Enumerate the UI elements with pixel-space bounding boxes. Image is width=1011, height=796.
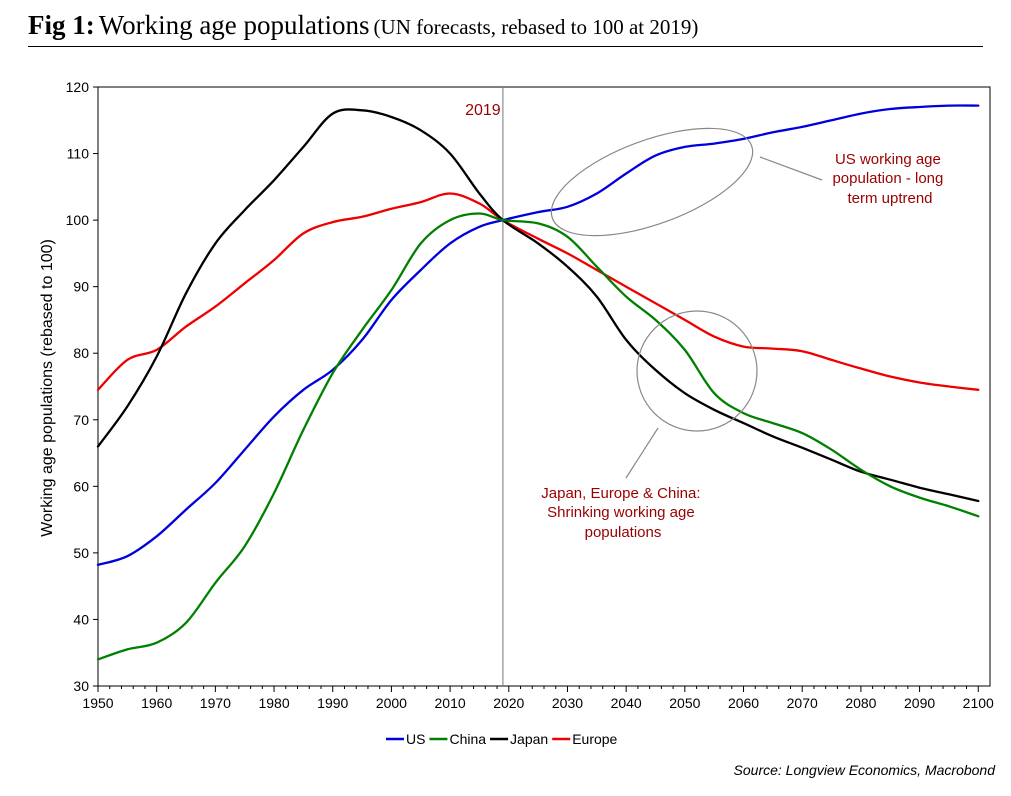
us-callout-pointer <box>759 156 823 181</box>
x-tick-label: 2090 <box>904 695 935 711</box>
y-tick-label: 60 <box>73 478 89 494</box>
series-line-china <box>96 212 980 661</box>
x-tick-label: 1970 <box>200 695 231 711</box>
legend-label-china: China <box>449 731 486 747</box>
figure-label: Fig 1: <box>28 10 95 40</box>
decline-callout-pointer <box>625 427 659 479</box>
decline-annotation-line-2: Shrinking working age <box>547 504 695 521</box>
legend-label-europe: Europe <box>572 731 617 747</box>
reference-line-label: 2019 <box>465 102 501 119</box>
y-tick-label: 110 <box>67 146 90 162</box>
series-line-us <box>96 104 980 567</box>
y-tick-label: 90 <box>73 279 89 295</box>
y-tick-label: 30 <box>73 678 89 694</box>
y-axis-label: Working age populations (rebased to 100) <box>39 239 56 537</box>
x-tick-label: 2020 <box>493 695 524 711</box>
x-tick-label: 1990 <box>317 695 348 711</box>
series-layer <box>96 104 980 661</box>
x-tick-label: 2030 <box>552 695 583 711</box>
decline-annotation: Japan, Europe & China: Shrinking working… <box>541 485 704 541</box>
legend-label-us: US <box>406 731 425 747</box>
x-tick-label: 2100 <box>963 695 994 711</box>
x-tick-label: 2050 <box>669 695 700 711</box>
decline-highlight-ellipse <box>636 310 758 432</box>
y-tick-label: 80 <box>73 345 89 361</box>
x-tick-label: 2080 <box>845 695 876 711</box>
source-note: Source: Longview Economics, Macrobond <box>733 762 995 778</box>
y-tick-label: 70 <box>73 412 89 428</box>
y-tick-label: 50 <box>73 545 89 561</box>
decline-annotation-line-1: Japan, Europe & China: <box>541 485 700 502</box>
x-tick-label: 2060 <box>728 695 759 711</box>
y-axis: 30 40 50 60 70 80 90 100 110 120 <box>66 79 98 694</box>
x-tick-label: 2070 <box>787 695 818 711</box>
legend-label-japan: Japan <box>510 731 548 747</box>
x-tick-label: 2040 <box>611 695 642 711</box>
us-annotation-line-2: population - long <box>832 170 943 187</box>
series-line-japan <box>96 108 980 503</box>
figure-header: Fig 1: Working age populations (UN forec… <box>28 10 983 47</box>
figure-subtitle: (UN forecasts, rebased to 100 at 2019) <box>373 15 699 39</box>
x-tick-label: 2000 <box>376 695 407 711</box>
x-tick-label: 1960 <box>141 695 172 711</box>
x-tick-label: 1980 <box>258 695 289 711</box>
x-axis: 1950 1960 1970 1980 1990 2000 2010 2020 2030 2040… <box>82 686 994 711</box>
us-annotation: US working age population - long term up… <box>832 151 947 207</box>
x-tick-label: 2010 <box>435 695 466 711</box>
series-line-europe <box>96 192 980 391</box>
y-tick-label: 120 <box>66 79 90 95</box>
y-tick-label: 40 <box>73 611 89 627</box>
decline-annotation-line-3: populations <box>585 524 662 541</box>
us-highlight-ellipse <box>550 127 754 237</box>
us-annotation-line-1: US working age <box>835 151 941 168</box>
figure-title: Working age populations <box>98 10 370 40</box>
y-tick-label: 100 <box>66 212 90 228</box>
x-tick-label: 1950 <box>82 695 113 711</box>
us-annotation-line-3: term uptrend <box>847 190 932 207</box>
legend: US China Japan Europe <box>386 731 618 747</box>
